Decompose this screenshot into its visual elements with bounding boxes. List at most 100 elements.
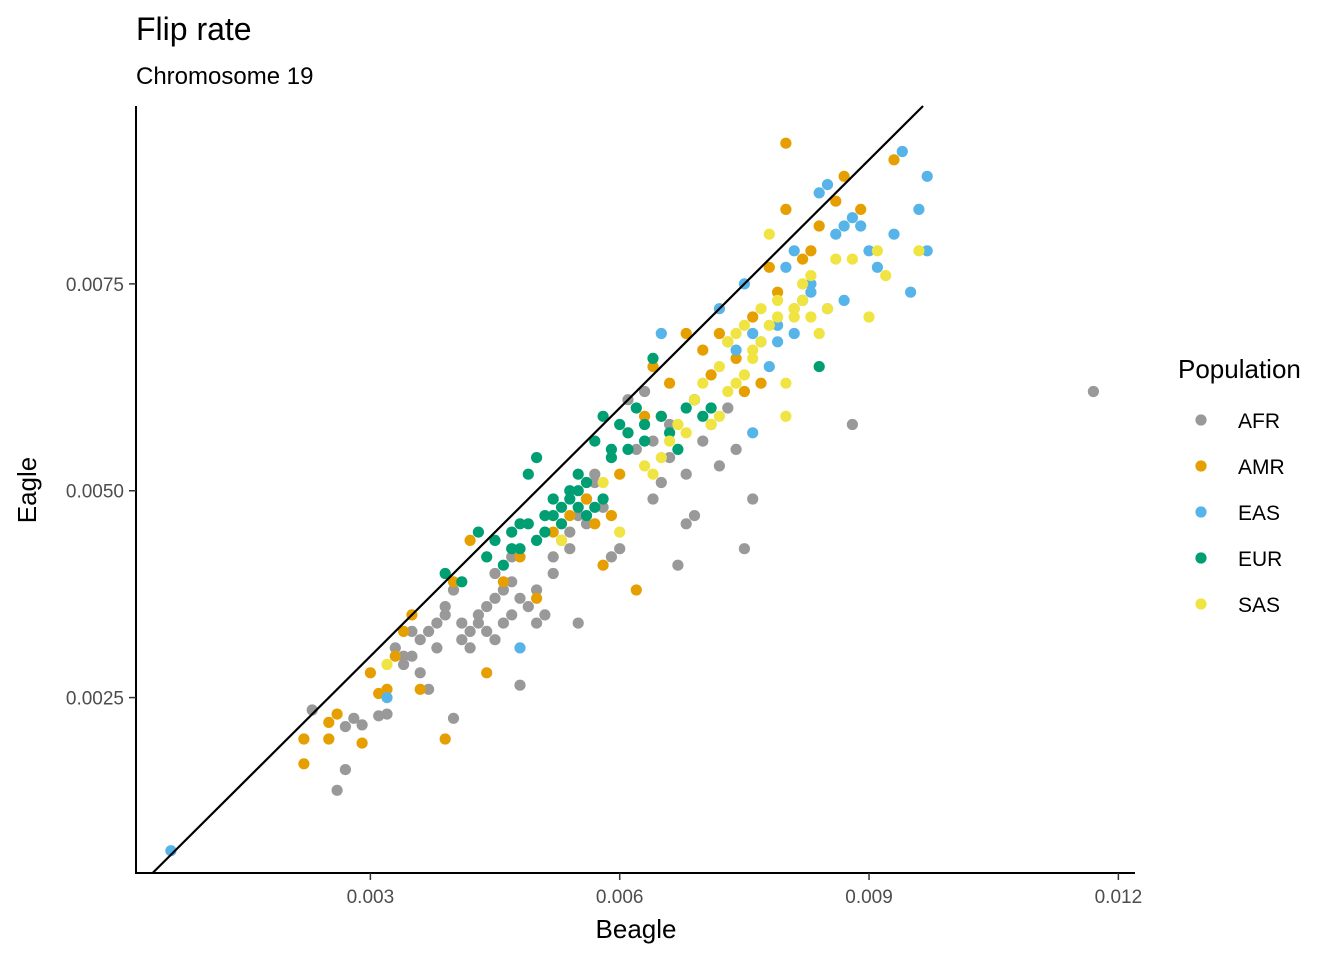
point-eas-16 [830, 228, 842, 240]
point-afr-44 [697, 435, 709, 447]
point-sas-44 [647, 468, 659, 480]
point-amr-8 [381, 683, 393, 695]
point-eas-10 [780, 261, 792, 273]
point-afr-67 [423, 625, 435, 638]
point-afr-24 [531, 617, 543, 629]
point-afr-51 [846, 418, 859, 431]
point-sas-6 [672, 418, 684, 431]
point-amr-31 [713, 327, 726, 340]
point-eas-34 [730, 344, 742, 356]
legend-key-eur [1195, 552, 1207, 564]
point-afr-61 [531, 584, 543, 596]
point-sas-13 [747, 352, 759, 364]
point-sas-37 [772, 311, 784, 323]
point-sas-31 [722, 385, 734, 398]
point-amr-35 [780, 203, 792, 215]
point-amr-45 [772, 286, 784, 298]
point-eur-3 [481, 551, 493, 563]
point-sas-21 [805, 270, 817, 282]
point-eur-11 [547, 493, 559, 505]
point-sas-26 [863, 311, 875, 323]
point-eas-25 [913, 203, 925, 215]
point-eas-29 [788, 327, 800, 340]
point-eur-46 [639, 418, 651, 431]
point-afr-53 [489, 634, 501, 646]
point-amr-16 [481, 667, 493, 679]
point-amr-5 [356, 737, 368, 749]
point-amr-22 [580, 493, 593, 505]
point-amr-2 [323, 716, 335, 729]
point-eur-35 [555, 501, 568, 513]
point-afr-21 [506, 576, 518, 588]
point-eas-18 [846, 212, 859, 224]
point-sas-28 [880, 270, 892, 282]
point-sas-7 [688, 394, 701, 406]
point-amr-33 [747, 311, 759, 323]
point-eur-39 [589, 501, 601, 513]
point-eas-13 [805, 278, 817, 290]
point-eur-2 [472, 526, 484, 538]
point-eur-41 [522, 518, 534, 530]
point-eas-22 [888, 228, 900, 240]
point-afr-32 [597, 501, 609, 513]
point-amr-24 [614, 468, 626, 480]
point-eur-14 [572, 501, 584, 513]
point-eur-47 [622, 443, 634, 455]
point-afr-50 [747, 493, 759, 505]
point-eur-34 [547, 509, 559, 522]
point-afr-43 [688, 509, 701, 522]
point-eur-7 [514, 518, 526, 530]
point-sas-1 [555, 534, 568, 547]
chart-title: Flip rate [136, 11, 252, 47]
point-eas-8 [763, 361, 775, 373]
point-afr-4 [348, 712, 360, 724]
point-eas-14 [813, 187, 825, 199]
point-eas-11 [788, 245, 800, 257]
point-sas-20 [797, 278, 809, 290]
point-eur-27 [680, 402, 692, 414]
point-afr-71 [398, 650, 410, 662]
point-eur-45 [605, 452, 618, 464]
point-afr-72 [406, 625, 418, 638]
point-amr-42 [888, 154, 900, 166]
point-afr-58 [472, 609, 484, 621]
point-amr-19 [531, 592, 543, 604]
legend-key-sas [1195, 598, 1207, 610]
point-amr-6 [364, 667, 376, 679]
point-amr-18 [514, 551, 526, 563]
point-afr-19 [489, 592, 501, 604]
point-afr-28 [564, 526, 576, 538]
point-eas-17 [838, 220, 850, 232]
point-amr-4 [331, 708, 343, 720]
legend-title: Population [1178, 354, 1301, 384]
point-afr-14 [447, 712, 460, 724]
point-afr-13 [439, 609, 451, 621]
point-eas-32 [838, 294, 850, 306]
point-amr-7 [373, 687, 385, 700]
point-eas-26 [921, 170, 933, 182]
point-afr-20 [497, 584, 509, 596]
point-afr-12 [431, 642, 443, 654]
point-afr-49 [738, 543, 751, 555]
point-afr-17 [472, 617, 484, 629]
point-eur-13 [564, 485, 576, 497]
point-afr-18 [481, 601, 493, 613]
point-amr-23 [597, 559, 609, 571]
legend-label-eas: EAS [1238, 502, 1280, 525]
point-afr-73 [389, 642, 401, 654]
point-afr-64 [580, 518, 593, 530]
y-axis-ticks: 0.0025 0.0050 0.0075 [66, 275, 136, 710]
point-eur-40 [597, 493, 609, 505]
point-eas-28 [772, 336, 784, 348]
point-afr-10 [414, 667, 426, 679]
point-sas-0 [381, 658, 393, 671]
point-eur-32 [531, 534, 543, 547]
point-afr-74 [489, 567, 501, 580]
point-afr-29 [572, 509, 584, 522]
point-afr-57 [481, 625, 493, 638]
x-tick-label: 0.003 [347, 887, 395, 908]
point-amr-10 [398, 625, 410, 638]
point-eur-19 [614, 418, 626, 431]
point-afr-34 [614, 543, 626, 555]
point-eas-3 [655, 327, 667, 340]
